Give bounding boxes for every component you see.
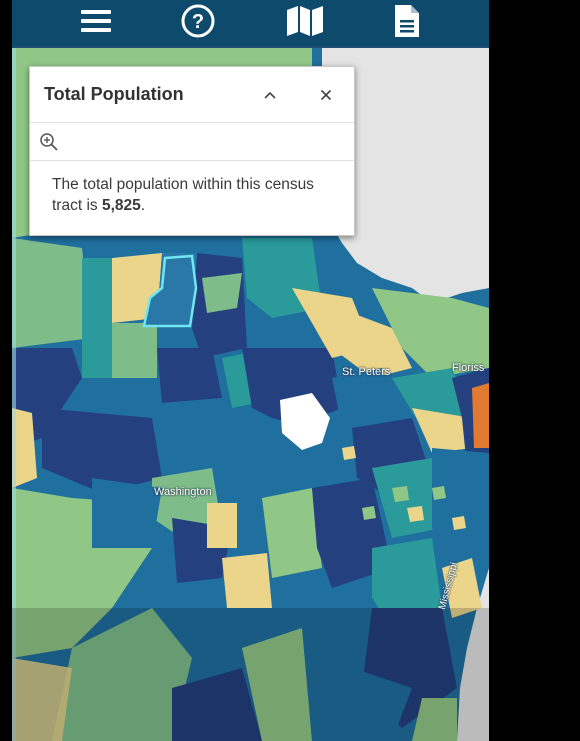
popup-title: Total Population: [44, 84, 184, 104]
map-icon: [287, 6, 323, 36]
menu-button[interactable]: [66, 0, 126, 42]
document-button[interactable]: [377, 0, 437, 42]
document-icon: [395, 5, 419, 37]
chevron-up-icon: [264, 91, 276, 99]
top-toolbar: ?: [12, 0, 489, 46]
popup-content: The total population within this census …: [52, 174, 342, 216]
map-label-florissant: Floriss: [452, 362, 485, 374]
zoom-in-icon: [40, 133, 58, 151]
close-button[interactable]: [315, 84, 337, 106]
help-button[interactable]: ?: [168, 0, 228, 42]
popup-actions: [30, 123, 354, 161]
app-window: ?: [12, 0, 489, 741]
choropleth-map[interactable]: St. Peters Floriss Washington Mississipp…: [12, 48, 489, 741]
map-button[interactable]: [275, 0, 335, 42]
feature-popup: Total Population: [29, 66, 355, 236]
census-tract-layer[interactable]: [12, 48, 489, 741]
map-label-washington: Washington: [154, 486, 212, 498]
map-label-st-peters: St. Peters: [342, 366, 391, 378]
zoom-to-button[interactable]: [38, 131, 60, 153]
help-icon: ?: [181, 4, 215, 38]
popup-body-text: The total population within this census …: [52, 176, 314, 214]
close-icon: [320, 89, 332, 101]
popup-body-suffix: .: [140, 197, 146, 214]
collapse-button[interactable]: [259, 84, 281, 106]
popup-header: Total Population: [30, 67, 354, 123]
svg-text:?: ?: [192, 11, 204, 33]
menu-icon: [81, 10, 111, 32]
population-value: 5,825: [101, 197, 141, 214]
